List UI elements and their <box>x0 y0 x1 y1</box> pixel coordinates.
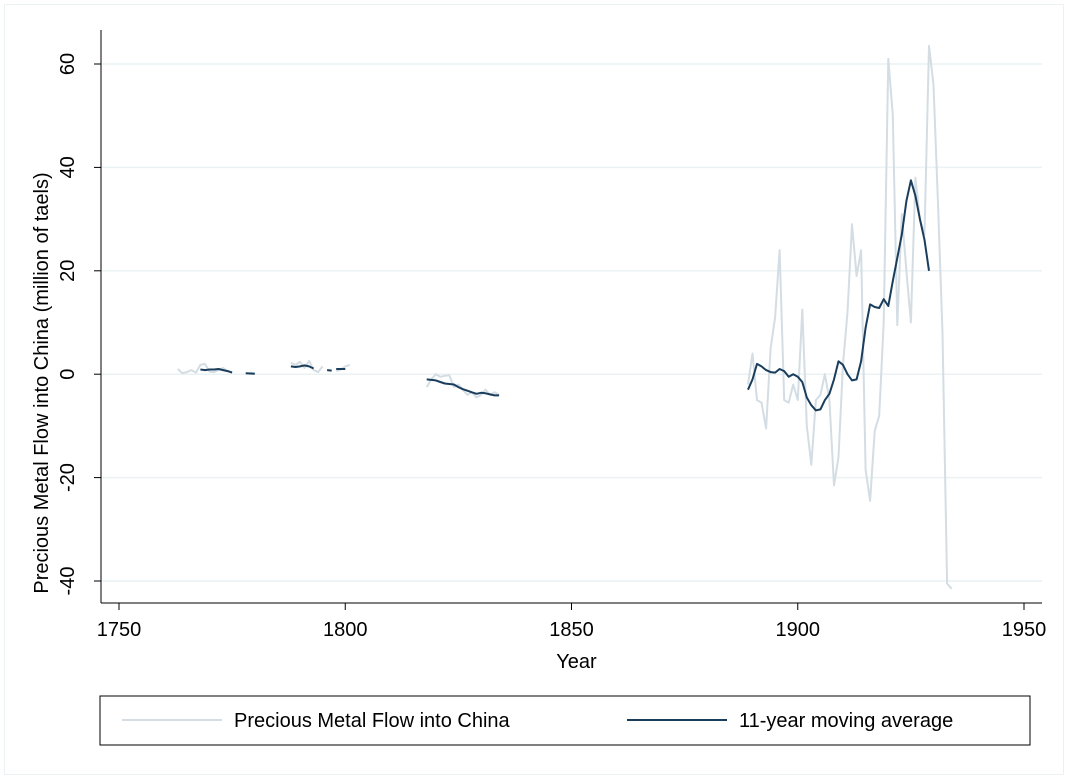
y-axis-title: Precious Metal Flow into China (million … <box>31 172 53 593</box>
y-tick-label--20: -20 <box>57 463 79 492</box>
axes <box>100 30 1042 604</box>
moving-average-segment-2 <box>290 364 315 370</box>
legend-box <box>99 695 1031 746</box>
x-tick-label-1850: 1850 <box>549 619 594 641</box>
flow-segment-5 <box>747 44 953 590</box>
x-tick-label-1900: 1900 <box>776 619 821 641</box>
legend-label-flow: Precious Metal Flow into China <box>234 710 511 732</box>
x-tick-label-1750: 1750 <box>97 619 142 641</box>
moving-average-segment-3 <box>326 369 332 372</box>
x-tick-label-1800: 1800 <box>323 619 368 641</box>
legend: Precious Metal Flow into China 11-year m… <box>99 695 1031 746</box>
moving-average-segment-5 <box>426 378 500 397</box>
series-flow <box>177 44 953 590</box>
legend-label-moving-average: 11-year moving average <box>739 710 953 732</box>
ticks: 1750 1800 1850 1900 1950 -40 -20 0 20 40 60 <box>57 53 1046 641</box>
y-tick-label-60: 60 <box>57 53 79 75</box>
moving-average-segment-1 <box>245 372 255 375</box>
flow-segment-3 <box>335 363 351 373</box>
moving-average-segment-6 <box>747 179 930 412</box>
series-moving-average <box>200 179 930 412</box>
y-tick-label-20: 20 <box>57 260 79 282</box>
flow-segment-2 <box>290 359 324 374</box>
y-tick-label-40: 40 <box>57 156 79 178</box>
y-tick-label--40: -40 <box>57 567 79 596</box>
x-tick-label-1950: 1950 <box>1002 619 1047 641</box>
flow-segment-0 <box>177 362 233 375</box>
y-tick-label-0: 0 <box>57 369 79 380</box>
x-axis-title: Year <box>556 651 597 673</box>
horizontal-gridlines <box>101 63 1042 582</box>
moving-average-segment-0 <box>200 368 233 374</box>
series-layer <box>177 44 953 590</box>
